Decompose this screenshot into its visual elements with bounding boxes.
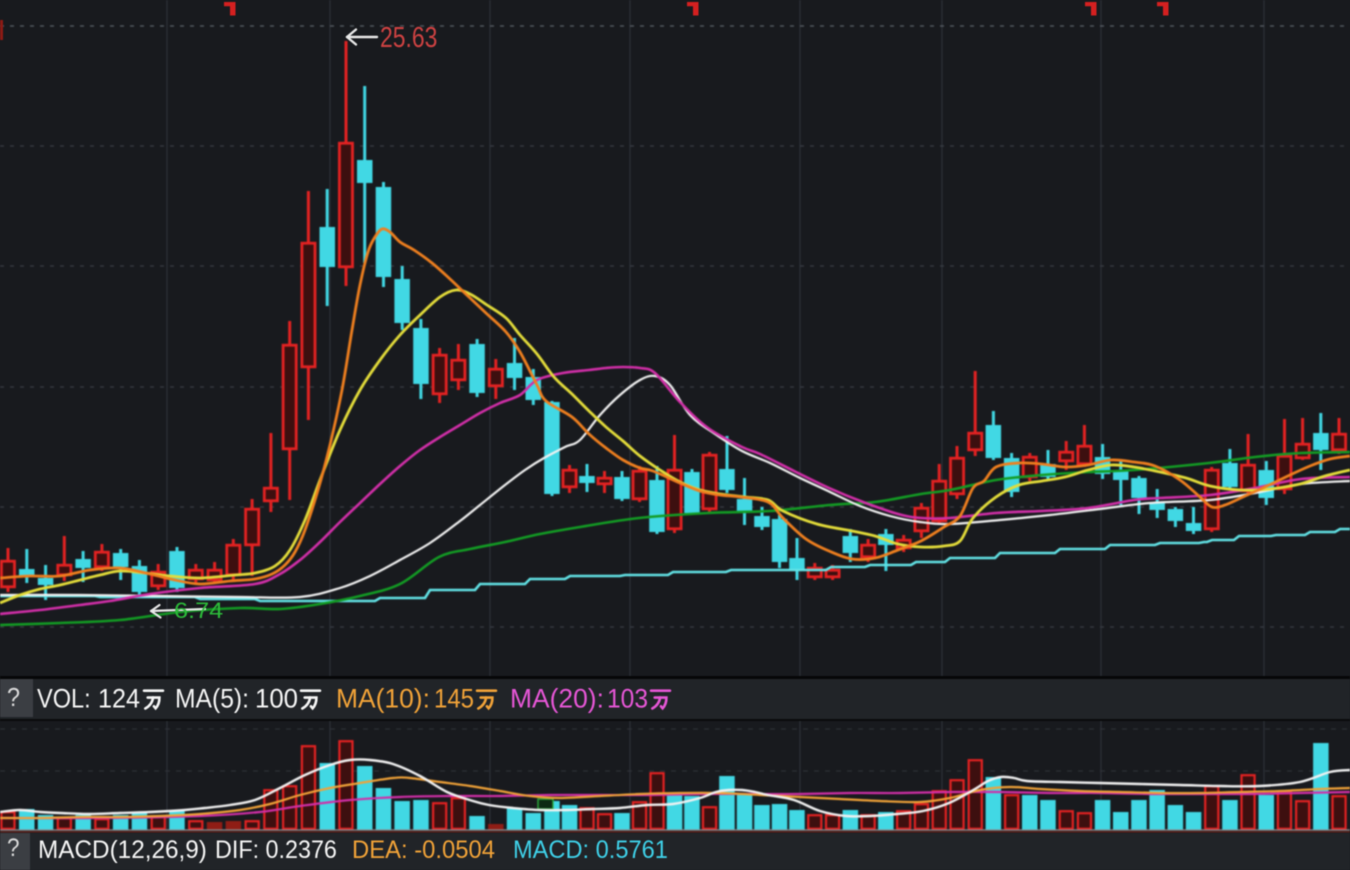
svg-text:DEA: -0.0504: DEA: -0.0504 bbox=[352, 837, 495, 865]
svg-text:?: ? bbox=[7, 684, 20, 712]
svg-text:124: 124 bbox=[98, 683, 140, 714]
svg-text:103: 103 bbox=[607, 685, 648, 714]
svg-text:MA(10):: MA(10): bbox=[336, 683, 430, 713]
svg-text:MA(20):: MA(20): bbox=[510, 683, 604, 713]
svg-text:100: 100 bbox=[255, 683, 298, 714]
svg-text:DIF: 0.2376: DIF: 0.2376 bbox=[215, 836, 337, 864]
svg-text:MACD(12,26,9): MACD(12,26,9) bbox=[38, 837, 207, 864]
svg-text:145: 145 bbox=[434, 684, 474, 714]
svg-text:?: ? bbox=[7, 834, 20, 862]
svg-text:MACD: 0.5761: MACD: 0.5761 bbox=[513, 836, 668, 864]
svg-text:6.74: 6.74 bbox=[174, 599, 223, 623]
svg-text:25.63: 25.63 bbox=[380, 20, 437, 53]
svg-text:VOL:: VOL: bbox=[37, 684, 91, 714]
svg-text:MA(5):: MA(5): bbox=[175, 685, 249, 714]
